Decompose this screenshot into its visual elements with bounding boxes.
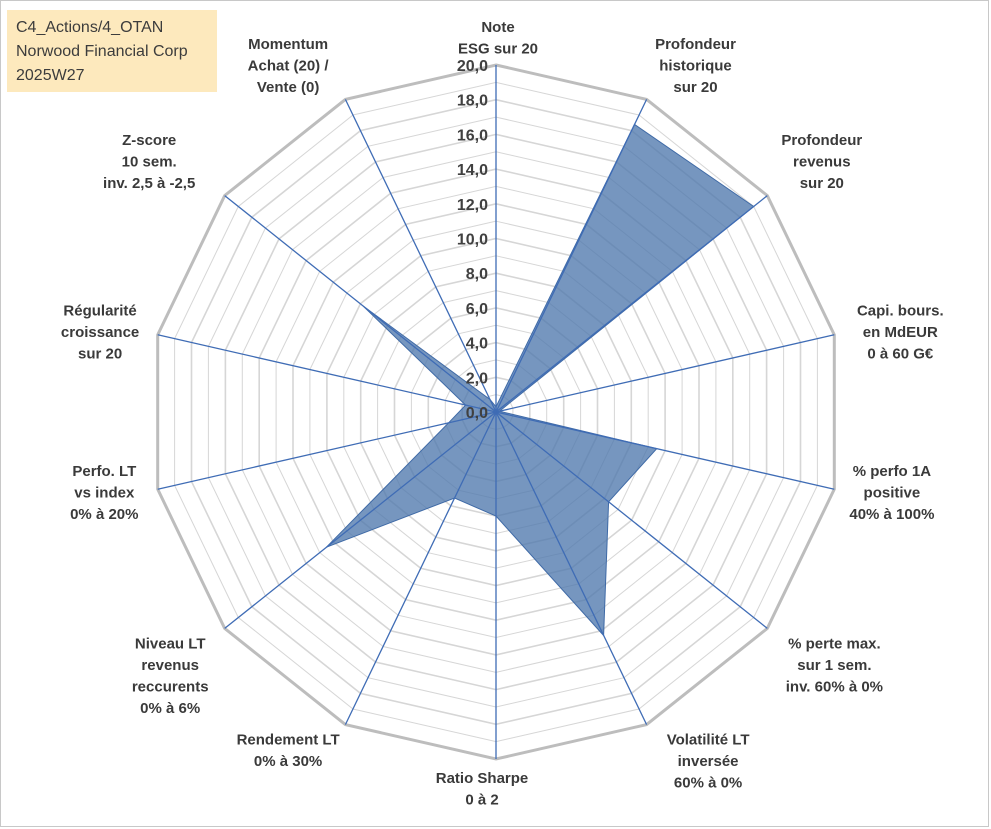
axis-spoke	[495, 411, 768, 629]
axis-label: Profondeur revenus sur 20	[781, 132, 862, 192]
axis-label-line: Niveau LT	[135, 635, 206, 652]
axis-label-line: ESG sur 20	[458, 41, 538, 58]
axis-label-line: Profondeur	[655, 36, 736, 53]
axis-label: Perfo. LT vs index 0% à 20%	[70, 463, 138, 523]
axis-label-line: 0 à 60 G€	[867, 345, 934, 362]
axis-label-line: revenus	[141, 657, 199, 674]
axis-label-line: reccurents	[132, 678, 209, 695]
axis-spoke	[495, 411, 835, 490]
axis-spoke	[344, 99, 497, 413]
radar-axis-labels: Note ESG sur 20 Profondeur historique sur 20…	[61, 19, 944, 809]
radar-tick-labels: 0,0 2,0 4,0 6,0 8,0 10,0 12,0 14,0 16,0 18,0 20,0	[457, 58, 488, 422]
axis-label-line: historique	[659, 57, 732, 74]
axis-label-line: Momentum	[248, 36, 328, 53]
axis-label: % perte max. sur 1 sem. inv. 60% à 0%	[786, 635, 883, 695]
axis-label-line: % perte max.	[788, 635, 881, 652]
axis-label-line: inv. 60% à 0%	[786, 678, 883, 695]
axis-label: Momentum Achat (20) / Vente (0)	[248, 36, 330, 96]
axis-label: Ratio Sharpe 0 à 2	[436, 770, 529, 809]
axis-label-line: % perfo 1A	[853, 463, 932, 480]
axis-label-line: Ratio Sharpe	[436, 770, 529, 787]
radial-tick-label: 0,0	[466, 405, 488, 422]
axis-spoke	[157, 411, 497, 490]
axis-label-line: Achat (20) /	[248, 57, 330, 74]
axis-spoke	[495, 411, 648, 725]
axis-label-line: sur 20	[800, 175, 844, 192]
axis-label: Capi. bours. en MdEUR 0 à 60 G€	[857, 302, 944, 362]
axis-label-line: 10 sem.	[122, 154, 177, 171]
axis-label: % perfo 1A positive 40% à 100%	[849, 463, 934, 523]
axis-label-line: inv. 2,5 à -2,5	[103, 175, 195, 192]
axis-label: Volatilité LT inversée 60% à 0%	[667, 732, 750, 792]
axis-label-line: 0% à 30%	[254, 753, 322, 770]
axis-spoke	[495, 334, 835, 413]
axis-label-line: Vente (0)	[257, 79, 320, 96]
axis-label-line: 40% à 100%	[849, 506, 934, 523]
axis-label-line: 60% à 0%	[674, 775, 742, 792]
axis-label: Rendement LT 0% à 30%	[237, 732, 340, 771]
axis-label: Niveau LT revenus reccurents 0% à 6%	[132, 635, 209, 717]
radial-tick-label: 6,0	[466, 301, 488, 318]
axis-label-line: Z-score	[122, 132, 176, 149]
radial-tick-label: 20,0	[457, 58, 488, 75]
radial-tick-label: 12,0	[457, 197, 488, 214]
radial-tick-label: 18,0	[457, 93, 488, 110]
axis-label: Profondeur historique sur 20	[655, 36, 736, 96]
chart-title-line-2: Norwood Financial Corp	[16, 43, 188, 60]
radar-series	[326, 123, 755, 637]
axis-spoke	[495, 99, 648, 413]
radial-tick-label: 14,0	[457, 162, 488, 179]
axis-label-line: sur 20	[78, 345, 122, 362]
axis-label-line: Profondeur	[781, 132, 862, 149]
axis-spoke	[224, 195, 497, 413]
axis-label-line: sur 1 sem.	[797, 657, 871, 674]
axis-label-line: Note	[481, 19, 514, 36]
axis-label-line: Rendement LT	[237, 732, 340, 749]
axis-spoke	[495, 195, 768, 413]
radial-tick-label: 16,0	[457, 127, 488, 144]
axis-label-line: revenus	[793, 154, 851, 171]
radial-tick-label: 2,0	[466, 370, 488, 387]
axis-spoke	[157, 334, 497, 413]
axis-label-line: 0 à 2	[465, 792, 498, 809]
axis-label-line: Perfo. LT	[72, 463, 136, 480]
axis-label-line: Capi. bours.	[857, 302, 944, 319]
axis-label: Note ESG sur 20	[458, 19, 538, 58]
axis-label-line: vs index	[74, 485, 135, 502]
axis-label-line: 0% à 6%	[140, 700, 200, 717]
axis-spoke	[224, 411, 497, 629]
series-area	[326, 123, 755, 637]
axis-label-line: positive	[864, 485, 921, 502]
axis-spoke	[344, 411, 497, 725]
axis-label: Régularité croissance sur 20	[61, 302, 139, 362]
axis-label-line: 0% à 20%	[70, 506, 138, 523]
radial-tick-label: 10,0	[457, 232, 488, 249]
radial-tick-label: 4,0	[466, 336, 488, 353]
radial-tick-label: 8,0	[466, 266, 488, 283]
radar-spokes	[157, 65, 835, 759]
axis-label-line: inversée	[678, 753, 739, 770]
chart-title-line-1: C4_Actions/4_OTAN	[16, 19, 164, 36]
axis-label-line: sur 20	[673, 79, 717, 96]
axis-label-line: Volatilité LT	[667, 732, 750, 749]
chart-title-box: C4_Actions/4_OTAN Norwood Financial Corp…	[7, 10, 217, 92]
axis-label-line: Régularité	[63, 302, 136, 319]
axis-label: Z-score 10 sem. inv. 2,5 à -2,5	[103, 132, 195, 192]
axis-label-line: en MdEUR	[863, 324, 938, 341]
chart-title-line-3: 2025W27	[16, 67, 85, 84]
axis-label-line: croissance	[61, 324, 139, 341]
